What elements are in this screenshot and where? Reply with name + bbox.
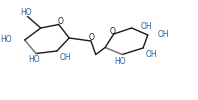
Text: O: O — [110, 26, 116, 36]
Text: HO: HO — [20, 8, 31, 17]
Text: O: O — [58, 17, 64, 26]
Text: OH: OH — [141, 22, 152, 31]
Text: OH: OH — [60, 53, 71, 62]
Text: OH: OH — [146, 50, 157, 59]
Text: HO: HO — [28, 56, 40, 64]
Text: O: O — [89, 33, 95, 42]
Text: HO: HO — [114, 56, 126, 66]
Text: HO: HO — [1, 35, 12, 44]
Text: OH: OH — [157, 30, 169, 39]
